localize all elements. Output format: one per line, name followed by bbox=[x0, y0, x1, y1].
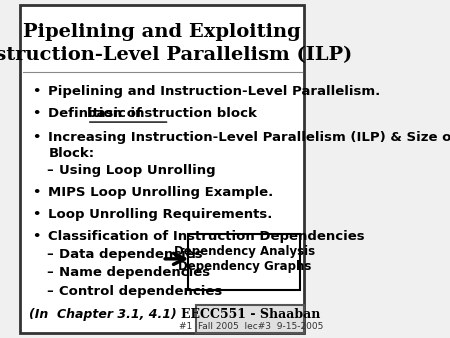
Text: Using Loop Unrolling: Using Loop Unrolling bbox=[59, 164, 216, 177]
Text: Classification of Instruction Dependencies: Classification of Instruction Dependenci… bbox=[48, 230, 364, 243]
Text: –: – bbox=[46, 248, 53, 261]
Text: Definition of: Definition of bbox=[48, 107, 146, 120]
FancyBboxPatch shape bbox=[196, 305, 305, 333]
Text: (In  Chapter 3.1, 4.1): (In Chapter 3.1, 4.1) bbox=[29, 308, 176, 321]
Text: •: • bbox=[32, 208, 40, 221]
Text: MIPS Loop Unrolling Example.: MIPS Loop Unrolling Example. bbox=[48, 186, 273, 199]
Text: Dependency Graphs: Dependency Graphs bbox=[178, 260, 312, 273]
Text: •: • bbox=[32, 86, 40, 98]
Text: –: – bbox=[46, 164, 53, 177]
Text: Increasing Instruction-Level Parallelism (ILP) & Size of Basic: Increasing Instruction-Level Parallelism… bbox=[48, 131, 450, 144]
Text: –: – bbox=[46, 285, 53, 298]
Text: Control dependencies: Control dependencies bbox=[59, 285, 222, 298]
Text: Pipelining and Instruction-Level Parallelism.: Pipelining and Instruction-Level Paralle… bbox=[48, 86, 380, 98]
Text: •: • bbox=[32, 186, 40, 199]
Text: –: – bbox=[46, 266, 53, 280]
FancyBboxPatch shape bbox=[189, 234, 300, 290]
FancyBboxPatch shape bbox=[20, 5, 305, 333]
Text: •: • bbox=[32, 230, 40, 243]
Text: basic instruction block: basic instruction block bbox=[87, 107, 256, 120]
Text: •: • bbox=[32, 131, 40, 144]
Text: Loop Unrolling Requirements.: Loop Unrolling Requirements. bbox=[48, 208, 272, 221]
Text: Block:: Block: bbox=[49, 147, 95, 161]
Text: Pipelining and Exploiting: Pipelining and Exploiting bbox=[23, 23, 301, 41]
Text: Instruction-Level Parallelism (ILP): Instruction-Level Parallelism (ILP) bbox=[0, 46, 352, 64]
Text: #1  Fall 2005  lec#3  9-15-2005: #1 Fall 2005 lec#3 9-15-2005 bbox=[179, 322, 323, 331]
Text: Name dependencies: Name dependencies bbox=[59, 266, 210, 280]
Text: Data dependencies: Data dependencies bbox=[59, 248, 203, 261]
Text: •: • bbox=[32, 107, 40, 120]
Text: EECC551 - Shaaban: EECC551 - Shaaban bbox=[181, 308, 320, 321]
Text: Dependency Analysis: Dependency Analysis bbox=[175, 245, 315, 258]
